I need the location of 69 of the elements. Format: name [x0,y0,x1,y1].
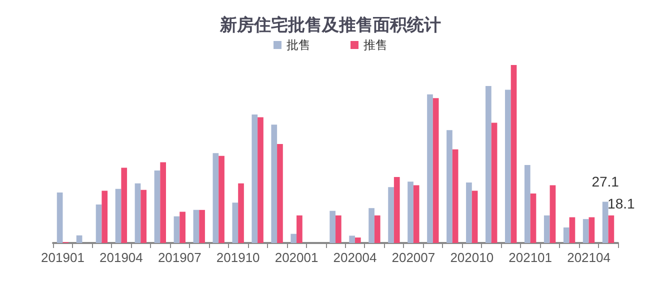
bar [180,212,186,243]
bar [472,190,478,243]
x-tick-label: 202104 [567,250,610,265]
bar [550,185,556,243]
bar [608,215,614,243]
bar [588,217,595,243]
bar [290,234,297,243]
x-tick-label: 202001 [274,250,318,265]
bar [374,215,380,243]
bar [354,238,361,243]
bar [452,149,458,243]
bar [491,122,498,243]
bar [368,208,374,243]
bar [174,216,180,243]
bar [238,183,244,243]
bar [252,114,258,243]
x-tick-label: 202101 [508,250,552,265]
x-tick-label: 201907 [158,250,202,265]
bar [510,65,517,243]
x-tick-label: 201904 [99,250,143,265]
bar [569,217,576,243]
bar [349,236,355,243]
bar [544,215,550,243]
x-tick-label: 201910 [216,250,260,265]
bar [563,227,570,243]
bar [121,168,128,243]
bar [296,215,302,243]
bar [427,94,433,243]
bar [76,235,82,243]
bar [505,90,511,243]
x-tick-label: 202004 [333,250,377,265]
chart-title: 新房住宅批售及推售面积统计 [219,16,441,36]
bar [102,190,108,243]
bar [96,204,102,243]
bar [524,164,530,243]
bar [134,183,141,243]
legend-label: 批售 [286,38,310,52]
bar [413,185,420,243]
bar [160,162,166,243]
bar [271,124,278,243]
bar [394,177,400,243]
data-label: 18.1 [608,195,636,212]
bar [193,210,200,243]
bar [154,170,160,243]
bar [212,153,219,243]
bar [446,130,452,243]
bar [582,219,589,243]
bar [218,156,224,243]
bar [336,215,342,243]
bar [466,182,472,243]
x-tick-label: 202010 [450,250,494,265]
x-tick-label: 202007 [392,250,436,265]
legend-label: 推售 [364,38,388,52]
bar [277,144,283,243]
data-label: 27.1 [592,174,620,190]
bar [602,202,608,243]
bar [330,210,336,243]
bar [432,98,439,243]
bar [140,190,147,243]
bar [232,202,238,243]
x-tick-label: 201901 [41,250,84,265]
bar [258,117,264,243]
bar [388,187,394,243]
bar [199,210,205,243]
bar [408,182,414,243]
bar [56,192,63,243]
bar [115,188,122,243]
bar [486,86,492,243]
bar [530,193,536,243]
